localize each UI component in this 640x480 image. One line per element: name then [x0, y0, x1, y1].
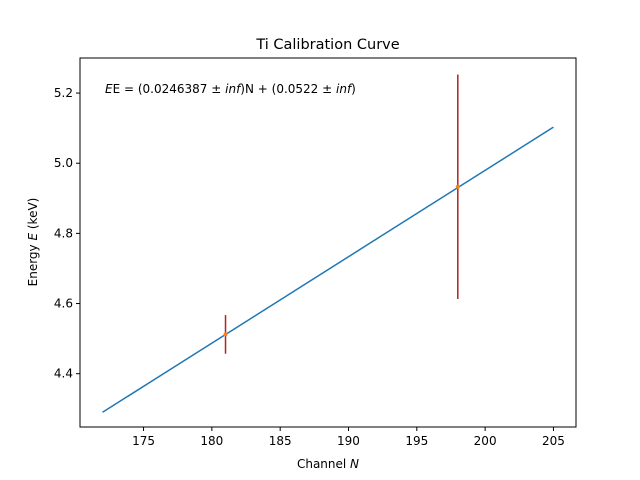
y-tick-label: 5.0: [54, 156, 73, 170]
x-tick-label: 185: [269, 434, 292, 448]
x-tick-label: 195: [405, 434, 428, 448]
x-axis-label: Channel N: [297, 457, 359, 471]
data-point-2: [455, 184, 460, 189]
x-tick-label: 180: [200, 434, 223, 448]
x-axis-ticks: 175 180 185 190 195 200 205: [132, 427, 565, 448]
y-tick-label: 4.4: [54, 367, 73, 381]
x-tick-label: 190: [337, 434, 360, 448]
x-tick-label: 175: [132, 434, 155, 448]
y-axis-ticks: 4.4 4.6 4.8 5.0 5.2: [54, 86, 80, 381]
chart-title: Ti Calibration Curve: [255, 37, 399, 53]
y-tick-label: 5.2: [54, 86, 73, 100]
y-tick-label: 4.6: [54, 297, 73, 311]
y-axis-label: Energy E (keV): [26, 198, 40, 287]
plot-frame: [79, 57, 577, 428]
fit-line: [102, 126, 554, 413]
fit-equation: EE = (0.0246387 ± inf)N + (0.0522 ± inf): [105, 82, 356, 96]
data-point-1: [223, 332, 228, 337]
y-tick-label: 4.8: [54, 226, 73, 240]
x-tick-label: 205: [542, 434, 565, 448]
plot-marks: [102, 74, 554, 413]
x-tick-label: 200: [474, 434, 497, 448]
